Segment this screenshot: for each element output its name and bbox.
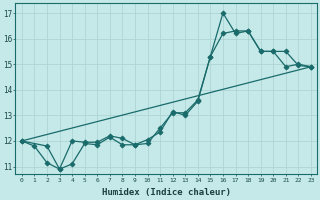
X-axis label: Humidex (Indice chaleur): Humidex (Indice chaleur) — [102, 188, 231, 197]
